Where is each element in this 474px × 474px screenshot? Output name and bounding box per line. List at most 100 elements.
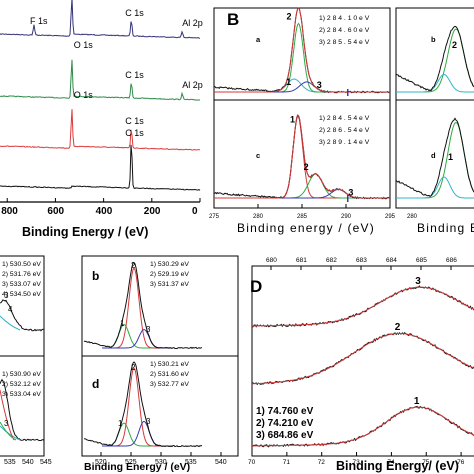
x-tick-label: 75 [422, 459, 430, 466]
subplot-letter: d [431, 151, 436, 160]
peak-label: O 1s [74, 40, 94, 50]
panel-d-al2p: D 3 2 1 1) 74.760 eV2) 74.210 eV3) 684.86 e… [248, 257, 474, 473]
x-tick-label: 200 [144, 206, 161, 217]
legend-entry: 3) 533.07 eV [2, 281, 41, 288]
peak-label: 3 [4, 291, 9, 300]
x-tick-label: 400 [96, 206, 113, 217]
fit-envelope [252, 333, 474, 385]
legend-entry: 3) 2 8 9 . 1 4 e V [319, 139, 370, 146]
legend-entry: 2) 2 8 6 . 5 4 e V [319, 127, 370, 134]
fit-envelope [252, 286, 474, 327]
x-tick-label: 525 [125, 459, 137, 466]
peak-label: 3 [146, 325, 151, 334]
legend-entry: 2) 532.12 eV [2, 381, 41, 388]
legend-entry: 1) 530.21 eV [150, 361, 189, 368]
legend-entry: 3) 532.77 eV [150, 381, 189, 388]
raw-spectrum [0, 378, 45, 442]
peak-label: C 1s [125, 70, 144, 80]
x-tick-label: 520 [95, 459, 107, 466]
x-tick-label: 800 [1, 206, 18, 217]
peak-label: 2 [287, 12, 292, 22]
x-tick-label: 530 [155, 459, 167, 466]
x-tick-label: 290 [341, 214, 352, 220]
x-tick-label-top: 686 [446, 257, 457, 264]
subplot-letter: c [256, 151, 260, 160]
x-tick-label: 600 [47, 206, 64, 217]
legend-entry: 2) 531.60 eV [150, 371, 189, 378]
peak-label: 3 [415, 276, 421, 287]
fit-envelope [214, 7, 390, 93]
legend-entry: 1) 530.50 eV [2, 261, 41, 268]
x-tick-label: 540 [22, 459, 34, 466]
subplot-letter: b [431, 35, 436, 44]
x-tick-label: 73 [353, 459, 361, 466]
peak-label: 3 [317, 80, 322, 90]
legend-entry: 3) 684.86 eV [256, 430, 314, 441]
panel-c-o1s: 1) 530.50 eV 2) 531.76 eV 3) 533.07 eV 4) 5… [0, 255, 239, 473]
peak-label: 2 [304, 162, 309, 172]
x-tick-label: 72 [318, 459, 326, 466]
x-tick-label-top: 684 [386, 257, 397, 264]
legend-entry: 1) 530.90 eV [2, 371, 41, 378]
raw-spectrum [0, 299, 44, 332]
panel-a-x-label: Binding Energy / (eV) [22, 225, 148, 239]
raw-spectrum [84, 361, 203, 448]
peak-label: 1 [118, 419, 123, 428]
fit-envelope [252, 406, 474, 447]
raw-spectrum [395, 25, 474, 92]
x-tick-label: 280 [407, 214, 418, 220]
legend-entry: 1) 530.29 eV [150, 261, 189, 268]
peak-label: 1 [414, 396, 420, 407]
peak-label: 1 [290, 114, 295, 124]
peak-label: F 1s [30, 16, 48, 26]
x-tick-label: 280 [253, 214, 264, 220]
x-tick-label-top: 682 [326, 257, 337, 264]
x-tick-label-top: 683 [356, 257, 367, 264]
legend-entry: 1) 74.760 eV [256, 406, 314, 417]
x-tick-label: 295 [385, 214, 396, 220]
panel-c-x-label: Binding Energy / (eV) [84, 461, 190, 473]
peak-label: 2 [131, 363, 136, 372]
peak-label: 1 [286, 77, 291, 87]
fit-envelope [214, 114, 390, 199]
panel-d-x-label: Binding Energy/ (eV) [336, 459, 459, 473]
x-tick-label-top: 680 [266, 257, 277, 264]
legend-entry: 1) 2 8 4 . 5 4 e V [319, 115, 370, 122]
survey-line [0, 0, 201, 39]
raw-spectrum [83, 262, 203, 350]
legend-entry: 4) 534.50 eV [2, 291, 41, 298]
x-tick-label: 540 [215, 459, 227, 466]
x-tick-label: 71 [283, 459, 291, 466]
x-tick-label: 0 [192, 206, 198, 217]
panel-d-letter: D [250, 277, 262, 296]
legend-entry: 2) 529.19 eV [150, 271, 189, 278]
raw-spectrum [395, 117, 474, 197]
survey-line [0, 109, 201, 151]
subplot-letter: b [92, 269, 99, 283]
peak-label: C 1s [125, 128, 144, 138]
x-tick-label: 285 [297, 214, 308, 220]
peak-label: 4 [8, 305, 13, 314]
peak-label: 3 [4, 419, 9, 428]
legend-entry: 3) 531.37 eV [150, 281, 189, 288]
peak-label: 2 [395, 322, 401, 333]
x-tick-label: 535 [185, 459, 197, 466]
x-tick-label: 275 [209, 214, 220, 220]
x-tick-label: 74 [387, 459, 395, 466]
panel-b-x-label-right: Binding E [417, 221, 474, 235]
peak-label: O 1s [74, 90, 94, 100]
peak-label: C 1s [125, 116, 144, 126]
legend-entry: 2) 2 8 4 . 6 0 e V [319, 27, 370, 34]
peak-label: 2 [131, 261, 136, 270]
legend-entry: 3) 533.04 eV [2, 391, 41, 398]
peak-label: 1 [448, 152, 453, 162]
subplot-letter: d [92, 377, 99, 391]
legend-entry: 1) 2 8 4 . 1 0 e V [319, 15, 370, 22]
legend-entry: 2) 531.76 eV [2, 271, 41, 278]
x-tick-label: 76 [457, 459, 465, 466]
x-tick-label: 545 [40, 459, 52, 466]
x-tick-label: 70 [248, 459, 256, 466]
x-tick-label: 535 [4, 459, 16, 466]
